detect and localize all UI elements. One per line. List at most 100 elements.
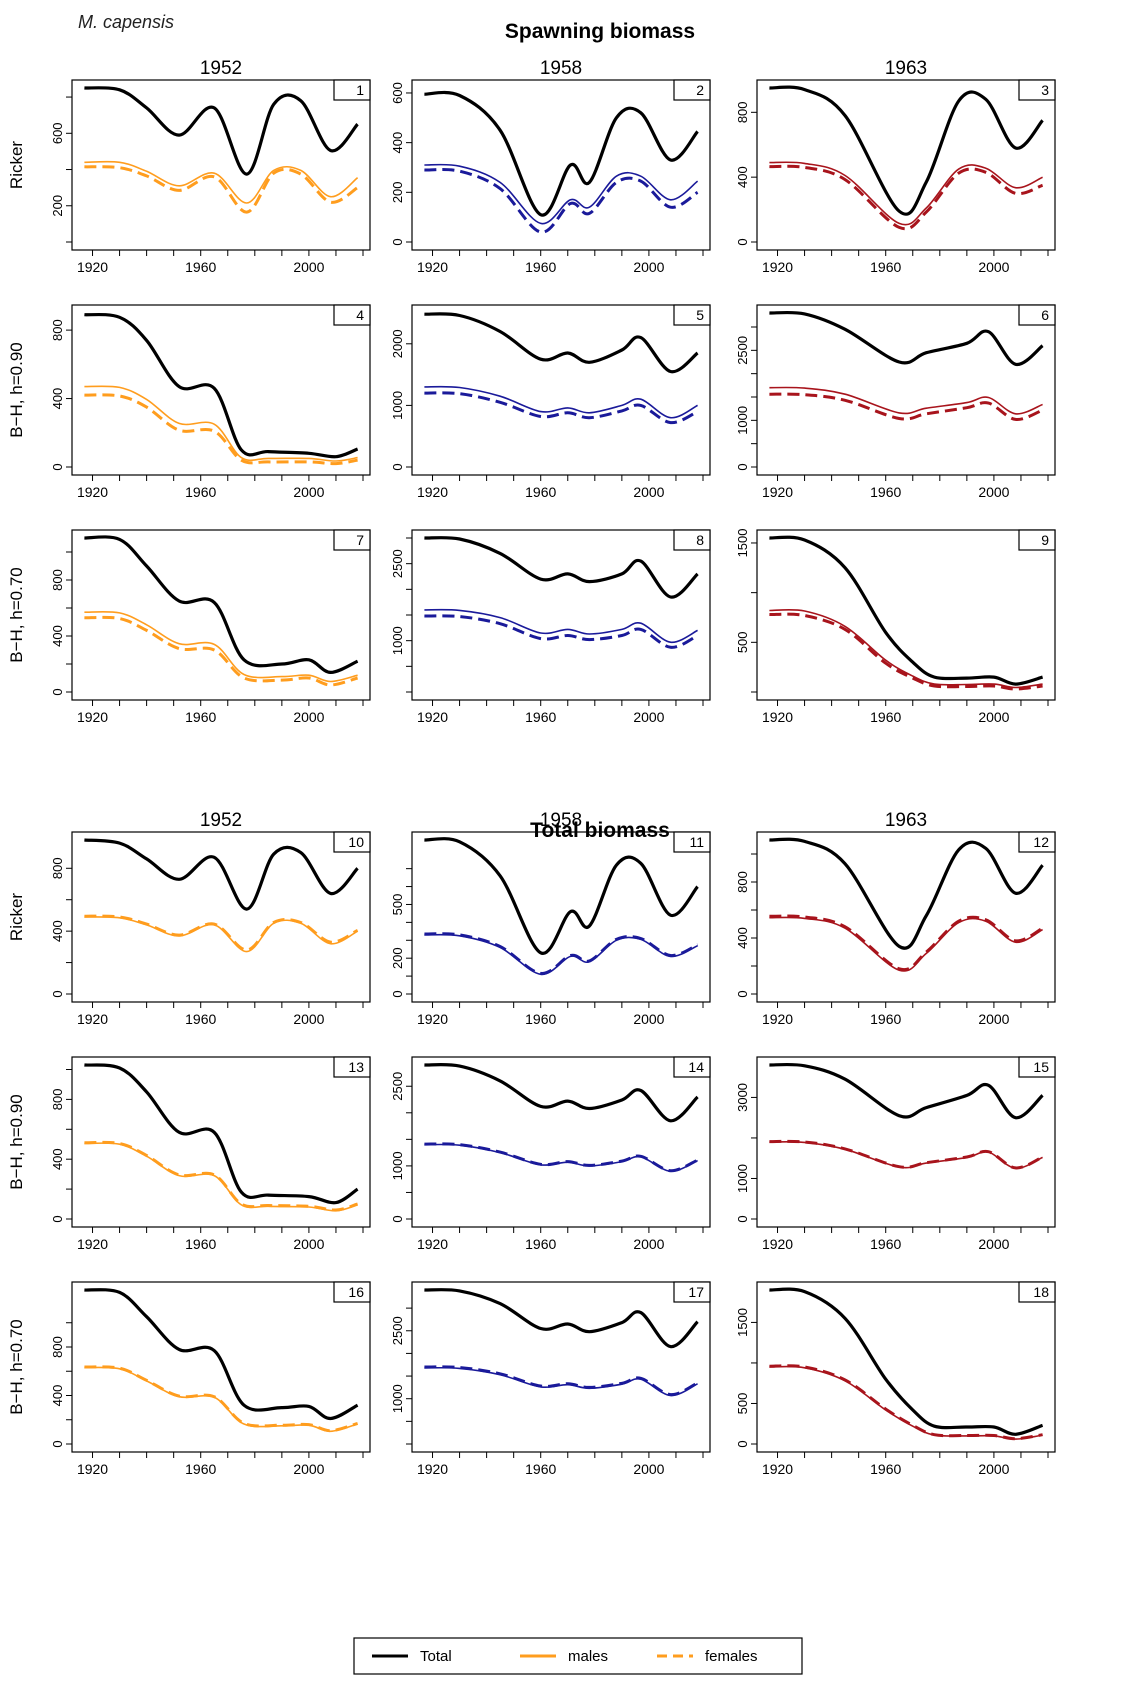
x-tick-label: 1960 [525, 1236, 556, 1252]
panel-number: 4 [356, 307, 364, 323]
x-tick-label: 1920 [762, 1011, 793, 1027]
series-line-females [84, 914, 359, 952]
panel-number: 3 [1041, 82, 1049, 98]
x-tick-label: 2000 [293, 1461, 324, 1477]
panel-3: 3 1920 1960 2000 0 400 800 [735, 79, 1056, 275]
x-tick-label: 1920 [77, 1011, 108, 1027]
y-tick-label: 1000 [390, 391, 405, 420]
x-tick-label: 1960 [185, 1011, 216, 1027]
panel-12: 12 1920 1960 2000 0 400 800 [735, 831, 1056, 1027]
x-tick-label: 2000 [978, 1011, 1009, 1027]
series-line-females [84, 165, 359, 214]
panel-17: 17 1920 1960 2000 1000 2500 [390, 1281, 711, 1477]
panel-number: 6 [1041, 307, 1049, 323]
series-line-females [424, 168, 699, 234]
x-tick-label: 1920 [77, 484, 108, 500]
x-tick-label: 1960 [185, 1236, 216, 1252]
plot-frame [411, 831, 711, 1003]
panel-8: 8 1920 1960 2000 1000 2500 [390, 529, 711, 725]
column-title: 1952 [200, 810, 242, 831]
series-line-males [84, 610, 358, 683]
series-line-females [84, 1140, 359, 1212]
series-line-total [769, 1287, 1044, 1436]
y-tick-label: 0 [50, 688, 65, 695]
column-title: 1958 [540, 58, 582, 79]
x-tick-label: 2000 [633, 259, 664, 275]
column-title: 1963 [885, 58, 927, 79]
legend-label-females: females [705, 1648, 758, 1665]
plot-frame [411, 1281, 711, 1453]
panel-number: 10 [348, 834, 364, 850]
panel-number-box [673, 304, 711, 326]
y-tick-label: 2500 [390, 1316, 405, 1345]
y-tick-label: 200 [390, 947, 405, 969]
panel-5: 5 1920 1960 2000 0 1000 2000 [390, 304, 711, 500]
row-label: B−H, h=0.90 [7, 342, 26, 437]
panel-number-box [1018, 79, 1056, 101]
series-line-males [424, 385, 698, 419]
y-tick-label: 2500 [390, 549, 405, 578]
y-tick-label: 400 [735, 166, 750, 188]
y-tick-label: 0 [735, 990, 750, 997]
x-tick-label: 2000 [633, 709, 664, 725]
y-tick-label: 800 [50, 1089, 65, 1111]
series-line-females [769, 164, 1044, 231]
series-line-total [769, 535, 1044, 686]
y-tick-label: 400 [50, 920, 65, 942]
legend-label-males: males [568, 1648, 608, 1665]
series-line-females [769, 392, 1044, 421]
y-tick-label: 1000 [390, 626, 405, 655]
panel-number-box [333, 304, 371, 326]
panel-number: 15 [1033, 1059, 1049, 1075]
panel-number: 9 [1041, 532, 1049, 548]
x-tick-label: 1960 [870, 259, 901, 275]
series-line-total [424, 90, 699, 217]
x-tick-label: 1960 [870, 1236, 901, 1252]
series-line-males [84, 385, 358, 462]
section-title-spawning: Spawning biomass [505, 20, 695, 43]
series-line-males [424, 608, 698, 644]
y-tick-label: 2500 [390, 1072, 405, 1101]
x-tick-label: 2000 [293, 1236, 324, 1252]
row-label: B−H, h=0.90 [7, 1094, 26, 1189]
panel-number: 2 [696, 82, 704, 98]
x-tick-label: 2000 [978, 709, 1009, 725]
series-line-males [424, 1143, 698, 1173]
plot-frame [71, 529, 371, 701]
panel-number: 18 [1033, 1284, 1049, 1300]
x-tick-label: 1960 [185, 1461, 216, 1477]
series-line-total [424, 1288, 699, 1349]
panel-10: 10 1920 1960 2000 0 400 800 [50, 831, 371, 1027]
x-tick-label: 2000 [633, 484, 664, 500]
x-tick-label: 1960 [870, 1461, 901, 1477]
y-tick-label: 0 [735, 463, 750, 470]
panel-number: 8 [696, 532, 704, 548]
x-tick-label: 2000 [633, 1461, 664, 1477]
panel-number: 7 [356, 532, 364, 548]
panel-number: 14 [688, 1059, 704, 1075]
column-title: 1952 [200, 58, 242, 79]
panel-number: 16 [348, 1284, 364, 1300]
x-tick-label: 1960 [870, 1011, 901, 1027]
series-line-total [424, 536, 699, 599]
series-line-females [84, 393, 358, 466]
plot-frame [756, 304, 1056, 476]
series-line-total [84, 312, 359, 459]
panel-4: 4 1920 1960 2000 0 400 800 [50, 304, 371, 500]
series-line-males [769, 1140, 1043, 1170]
y-tick-label: 800 [50, 857, 65, 879]
y-tick-label: 0 [390, 1215, 405, 1222]
panel-number-box [1018, 1056, 1056, 1078]
plot-frame [411, 79, 711, 251]
panel-number-box [333, 831, 371, 853]
panel-2: 2 1920 1960 2000 0 200 400 600 [390, 79, 711, 275]
panel-number-box [673, 831, 711, 853]
y-tick-label: 0 [50, 1215, 65, 1222]
x-tick-label: 1920 [762, 1236, 793, 1252]
panel-number-box [673, 79, 711, 101]
plot-frame [756, 529, 1056, 701]
x-tick-label: 1920 [77, 1236, 108, 1252]
panel-11: 11 1920 1960 2000 0 200 500 [390, 831, 711, 1027]
